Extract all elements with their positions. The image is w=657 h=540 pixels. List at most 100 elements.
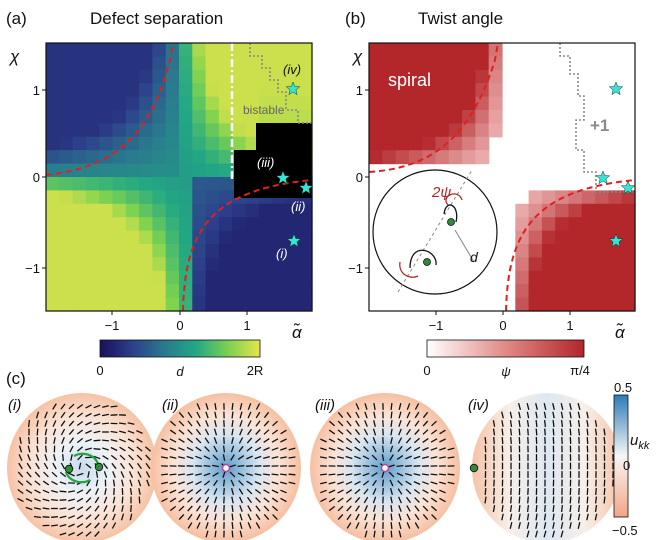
director-segment	[103, 505, 108, 512]
director-segment	[239, 496, 243, 504]
director-segment	[594, 513, 598, 521]
panel-a-ticks: −1 0 1 1 0 −1	[25, 83, 250, 333]
director-segment	[205, 513, 209, 521]
heatmap-cell	[298, 56, 313, 71]
director-segment	[214, 513, 217, 521]
heatmap-cell	[232, 123, 247, 138]
heatmap-cell	[258, 43, 273, 57]
heatmap-cell	[192, 257, 207, 272]
director-segment	[328, 497, 336, 503]
director-segment	[526, 530, 530, 538]
heatmap-cell	[245, 257, 260, 272]
director-segment	[27, 445, 31, 453]
director-segment	[76, 514, 84, 520]
heatmap-cell	[192, 203, 207, 218]
heatmap-cell	[179, 110, 193, 124]
director-segment	[255, 505, 261, 512]
director-segment	[196, 403, 201, 410]
heatmap-cell	[621, 244, 636, 258]
director-segment	[254, 488, 262, 495]
director-segment	[586, 411, 589, 419]
director-segment	[238, 445, 244, 453]
director-segment	[354, 437, 361, 444]
director-segment	[120, 471, 125, 478]
heatmap-cell	[179, 244, 193, 258]
boundary-defect	[469, 463, 479, 473]
heatmap-cell	[258, 83, 273, 98]
heatmap-cell	[555, 230, 570, 245]
heatmap-cell	[139, 190, 153, 205]
director-segment	[239, 522, 243, 529]
director-segment	[271, 489, 279, 494]
director-segment	[42, 498, 50, 502]
heatmap-cell	[125, 284, 140, 299]
heatmap-cell	[179, 230, 193, 245]
state-star-marker	[286, 233, 302, 248]
director-segment	[42, 507, 50, 510]
heatmap-cell	[125, 43, 140, 57]
heatmap-cell	[59, 297, 74, 312]
heatmap-cell	[555, 284, 570, 299]
heatmap-cell	[125, 56, 140, 71]
director-segment	[204, 488, 210, 495]
director-segment	[354, 455, 361, 460]
director-segment	[119, 454, 126, 461]
heatmap-cell	[448, 96, 463, 111]
heatmap-cell	[205, 56, 220, 71]
heatmap-cell	[179, 177, 193, 191]
heatmap-cell	[608, 257, 623, 272]
director-segment	[288, 473, 296, 476]
heatmap-cell	[258, 217, 273, 232]
director-segment	[271, 456, 279, 459]
director-segment	[413, 488, 421, 495]
director-segment	[187, 505, 193, 512]
director-segment	[246, 472, 253, 477]
heatmap-cell	[435, 43, 450, 57]
heatmap-cell	[581, 297, 596, 312]
director-segment	[51, 480, 58, 486]
heatmap-cell	[462, 136, 476, 151]
heatmap-cell	[179, 217, 193, 232]
heatmap-cell	[46, 177, 60, 191]
director-segment	[44, 411, 48, 419]
director-segment	[577, 420, 581, 427]
director-segment	[61, 437, 65, 444]
director-segment	[569, 505, 572, 512]
director-segment	[414, 411, 420, 419]
director-segment	[372, 445, 377, 453]
director-segment	[68, 420, 75, 427]
director-segment	[526, 505, 530, 512]
director-segment	[169, 489, 177, 494]
director-segment	[390, 411, 393, 419]
x-tick: 1	[243, 318, 250, 333]
director-segment	[372, 437, 377, 444]
heatmap-cell	[99, 96, 114, 111]
heatmap-cell	[218, 177, 233, 191]
heatmap-cell	[528, 270, 543, 285]
heatmap-cell	[152, 163, 167, 178]
heatmap-cell	[462, 96, 476, 111]
director-segment	[52, 428, 57, 436]
heatmap-cell	[152, 217, 167, 232]
heatmap-cell	[139, 257, 153, 272]
heatmap-cell	[258, 203, 273, 218]
heatmap-cell	[232, 257, 247, 272]
heatmap-cell	[139, 110, 153, 124]
heatmap-cell	[435, 150, 450, 165]
director-segment	[345, 489, 353, 494]
heatmap-cell	[99, 297, 114, 312]
heatmap-cell	[448, 83, 463, 98]
heatmap-cell	[369, 69, 383, 84]
director-segment	[239, 420, 243, 427]
director-segment	[371, 464, 378, 468]
director-segment	[178, 497, 185, 503]
director-segment	[85, 505, 92, 512]
director-segment	[577, 403, 581, 410]
director-segment	[138, 488, 141, 495]
director-segment	[76, 489, 84, 494]
panel-a-xlabel: α̃	[292, 322, 303, 342]
heatmap-cell	[232, 56, 247, 71]
heatmap-cell	[528, 230, 543, 245]
director-segment	[110, 430, 118, 434]
heatmap-cell	[298, 203, 313, 218]
